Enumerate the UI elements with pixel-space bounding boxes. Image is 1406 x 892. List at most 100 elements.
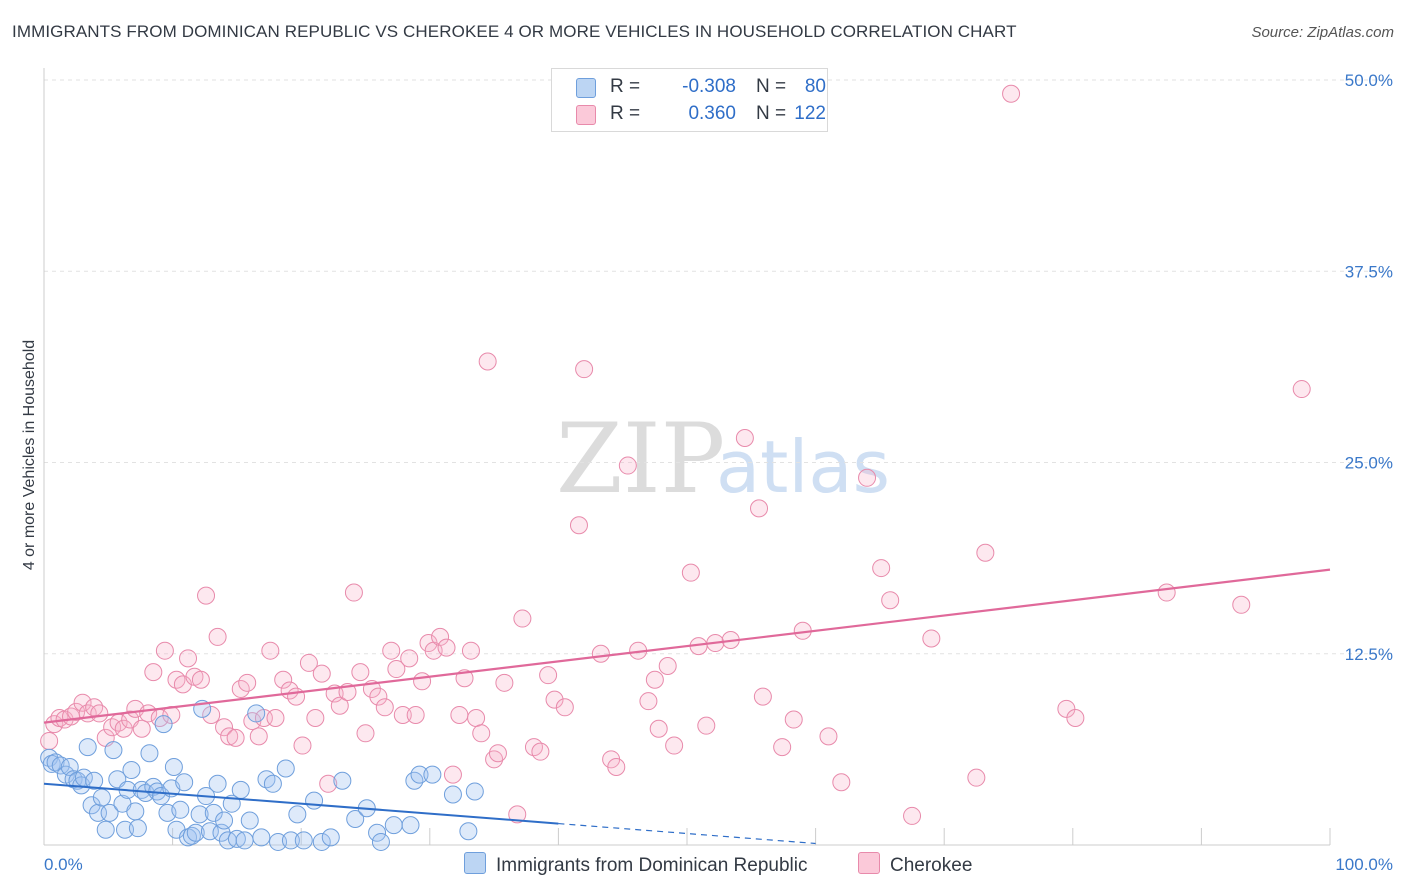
cherokee-point: [330, 696, 349, 715]
dominican-point: [154, 715, 173, 734]
dominican-point: [263, 774, 282, 793]
dominican-point: [140, 744, 159, 763]
dominican-point: [410, 765, 429, 784]
dominican-point: [116, 820, 135, 839]
dominican-point: [405, 771, 424, 790]
cherokee-point: [618, 456, 637, 475]
cherokee-point: [461, 641, 480, 660]
cherokee-point: [1232, 595, 1251, 614]
x-tick-label: 100.0%: [1335, 855, 1393, 874]
cherokee-point: [90, 704, 109, 723]
bottom-legend-swatch-cherokee: [858, 852, 880, 874]
cherokee-point: [369, 687, 388, 706]
cherokee-point: [238, 673, 257, 692]
bottom-legend-cherokee: Cherokee: [858, 852, 972, 877]
dominican-point: [51, 756, 70, 775]
cherokee-point: [266, 709, 285, 728]
dominican-point: [247, 704, 266, 723]
cherokee-point: [67, 702, 86, 721]
chart-title: IMMIGRANTS FROM DOMINICAN REPUBLIC VS CH…: [12, 22, 1017, 41]
cherokee-point: [858, 468, 877, 487]
cherokee-point: [400, 649, 419, 668]
cherokee-point: [406, 705, 425, 724]
cherokee-point: [274, 670, 293, 689]
cherokee-point: [450, 705, 469, 724]
cherokee-point: [443, 765, 462, 784]
dominican-point: [333, 771, 352, 790]
dominican-point: [235, 831, 254, 850]
dominican-point: [312, 832, 331, 851]
cherokee-point: [393, 705, 412, 724]
cherokee-point: [413, 672, 432, 691]
cherokee-point: [306, 709, 325, 728]
dominican-point: [257, 770, 276, 789]
dominican-point: [240, 811, 259, 830]
cherokee-point: [287, 687, 306, 706]
cherokee-point: [155, 641, 174, 660]
cherokee-point: [132, 719, 151, 738]
cherokee-point: [472, 724, 491, 743]
cherokee-point: [382, 641, 401, 660]
cherokee-point: [591, 644, 610, 663]
cherokee-point: [73, 693, 92, 712]
cherokee-point: [607, 757, 626, 776]
legend-r-label: R =: [610, 103, 641, 124]
dominican-point: [294, 831, 313, 850]
cherokee-point: [649, 719, 668, 738]
cherokee-point: [437, 638, 456, 657]
cherokee-point: [202, 705, 221, 724]
cherokee-point: [753, 687, 772, 706]
dominican-point: [276, 759, 295, 778]
cherokee-point: [645, 670, 664, 689]
cherokee-point: [665, 736, 684, 755]
bottom-legend-swatch-dominican: [464, 852, 486, 874]
cherokee-point: [261, 641, 280, 660]
dominican-point: [204, 803, 223, 822]
cherokee-point: [697, 716, 716, 735]
dominican-point: [186, 823, 205, 842]
watermark-zip: ZIP: [556, 403, 725, 515]
cherokee-point: [881, 591, 900, 610]
dominican-point: [288, 805, 307, 824]
cherokee-point: [658, 656, 677, 675]
cherokee-point: [1057, 699, 1076, 718]
dominican-point: [190, 805, 209, 824]
cherokee-point: [467, 709, 486, 728]
dominican-point: [126, 802, 145, 821]
cherokee-point: [249, 727, 268, 746]
cherokee-point: [293, 736, 312, 755]
legend-swatch-cherokee: [576, 105, 596, 125]
cherokee-point: [750, 499, 769, 518]
dominican-point: [368, 823, 387, 842]
cherokee-point: [220, 727, 239, 746]
cherokee-point: [545, 690, 564, 709]
cherokee-point: [513, 609, 532, 628]
cherokee-point: [903, 806, 922, 825]
source-label: Source: ZipAtlas.com: [1251, 24, 1394, 41]
cherokee-point: [144, 663, 163, 682]
dominican-point: [164, 757, 183, 776]
cherokee-point: [344, 583, 363, 602]
cherokee-point: [478, 352, 497, 371]
cherokee-point: [1002, 84, 1021, 103]
dominican-point: [401, 816, 420, 835]
cherokee-point: [922, 629, 941, 648]
cherokee-point: [167, 670, 186, 689]
dominican-point: [85, 771, 104, 790]
cherokee-point: [197, 586, 216, 605]
dominican-point: [96, 820, 115, 839]
cherokee-point: [488, 744, 507, 763]
dominican-point: [104, 741, 123, 760]
cherokee-point: [387, 660, 406, 679]
cherokee-point: [575, 360, 594, 379]
cherokee-point: [40, 731, 59, 750]
dominican-point: [321, 828, 340, 847]
cherokee-point: [524, 738, 543, 757]
dominican-point: [128, 819, 147, 838]
dominican-point: [208, 774, 227, 793]
cherokee-point: [1157, 583, 1176, 602]
cherokee-point: [495, 673, 514, 692]
cherokee-point: [179, 649, 198, 668]
cherokee-point: [299, 653, 318, 672]
